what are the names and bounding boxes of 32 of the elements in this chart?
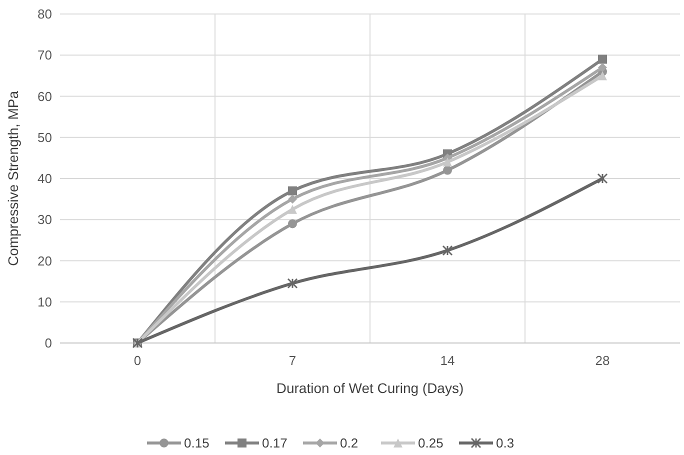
y-tick-label: 50 [38,130,52,145]
point [443,158,452,167]
y-tick-label: 20 [38,253,52,268]
point [287,278,298,289]
point [598,54,607,64]
y-tick-label: 30 [38,212,52,228]
x-tick-label: 0 [134,353,142,368]
x-tick-label: 14 [440,353,455,368]
x-tick-label: 28 [595,353,610,368]
y-tick-label: 10 [38,294,52,310]
point [288,204,297,214]
y-tick-label: 70 [38,48,52,63]
point [597,173,608,184]
y-axis-title: Compressive Strength, MPa [5,90,21,266]
y-tick-label: 60 [38,88,52,104]
point [288,219,297,228]
legend-label: 0.15 [184,436,210,451]
legend-label: 0.25 [418,436,444,451]
point [442,245,453,256]
point [598,62,607,72]
y-tick-label: 0 [44,336,52,351]
point [288,194,297,204]
legend-label: 0.17 [262,436,288,451]
x-tick-label: 7 [288,353,296,368]
point [598,71,607,80]
x-axis-title: Duration of Wet Curing (Days) [276,380,464,396]
y-tick-label: 80 [38,6,52,22]
point [288,186,297,196]
legend-label: 0.3 [496,436,514,451]
legend-label: 0.2 [340,436,358,451]
y-tick-label: 40 [38,171,52,186]
point [443,166,452,175]
